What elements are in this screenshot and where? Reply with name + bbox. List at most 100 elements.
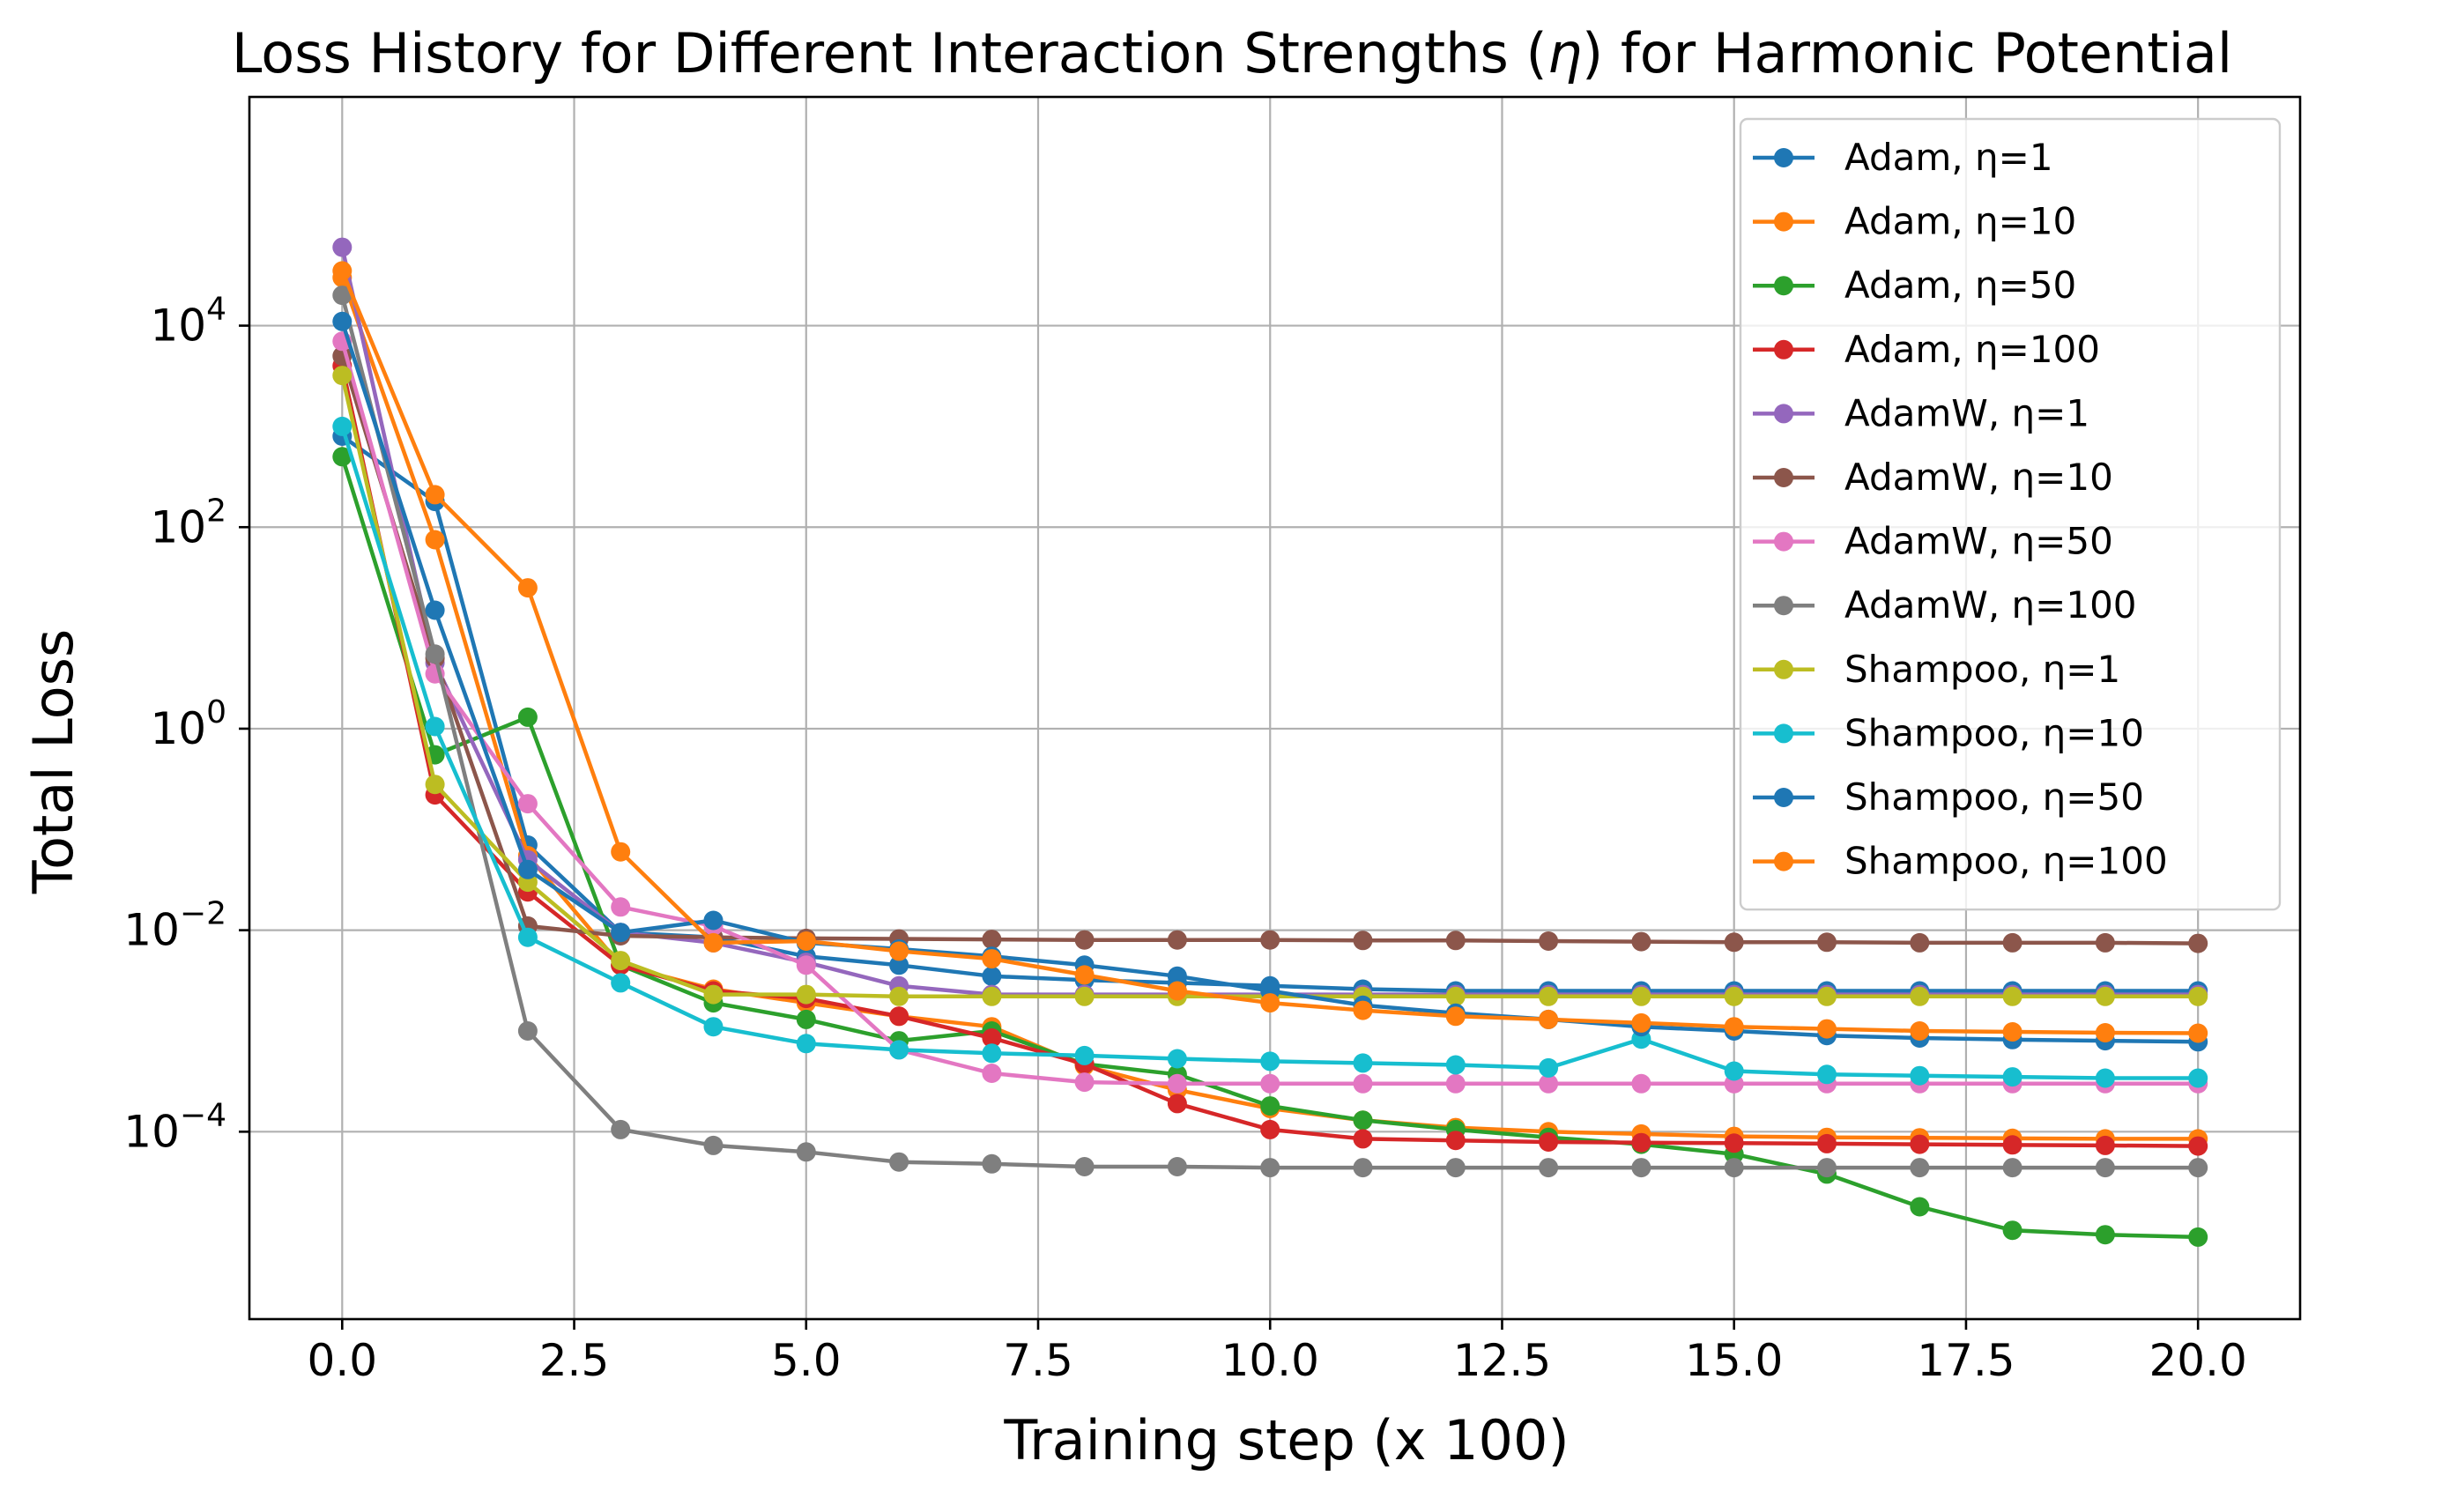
data-point <box>2002 1220 2022 1241</box>
x-tick-label: 7.5 <box>1003 1335 1073 1386</box>
series-9 <box>332 416 2208 1088</box>
data-point <box>1631 931 1651 952</box>
data-point <box>1539 1073 1559 1094</box>
data-point <box>1910 1158 1930 1178</box>
data-point <box>982 1043 1002 1064</box>
data-point <box>982 930 1002 950</box>
data-point <box>1167 1049 1187 1069</box>
data-point <box>332 416 353 436</box>
series-7 <box>332 286 2208 1178</box>
data-point <box>425 775 445 795</box>
legend: Adam, η=1 Adam, η=10 Adam, η=50 Adam, η=100… <box>1739 117 2282 911</box>
data-point <box>1353 1158 1373 1178</box>
data-point <box>1353 1110 1373 1131</box>
plot-frame <box>248 95 2302 1321</box>
legend-label: AdamW, η=100 <box>1844 583 2137 627</box>
x-tick-label: 20.0 <box>2149 1335 2247 1386</box>
legend-label: Adam, η=1 <box>1844 136 2053 179</box>
legend-label: Shampoo, η=10 <box>1844 711 2144 754</box>
data-point <box>2188 1136 2208 1156</box>
data-point <box>1260 1051 1280 1072</box>
data-point <box>1724 1158 1744 1178</box>
data-point <box>1167 1073 1187 1094</box>
data-point <box>611 1119 631 1139</box>
data-point <box>1631 986 1651 1006</box>
y-tick-label: 104 <box>150 292 226 352</box>
y-tick-label: 100 <box>150 694 226 754</box>
data-point <box>1260 930 1280 950</box>
data-point <box>889 1040 909 1060</box>
data-point <box>2095 1023 2115 1042</box>
data-point <box>425 530 445 550</box>
data-point <box>425 600 445 620</box>
data-point <box>1910 1134 1930 1154</box>
series-11 <box>332 261 2208 1043</box>
data-point <box>1817 1064 1837 1085</box>
data-point <box>2188 1158 2208 1178</box>
data-point <box>332 286 353 306</box>
data-point <box>1724 932 1744 953</box>
data-point <box>1260 1158 1280 1178</box>
data-point <box>1631 1073 1651 1094</box>
data-point <box>2095 932 2115 953</box>
legend-entry: AdamW, η=100 <box>1753 583 2137 627</box>
x-tick-label: 12.5 <box>1453 1335 1551 1386</box>
y-tick-label: 10−2 <box>123 896 226 956</box>
data-point <box>2002 932 2022 953</box>
data-point <box>1539 1158 1559 1178</box>
legend-swatch-marker <box>1774 339 1793 360</box>
data-point <box>2188 933 2208 953</box>
data-point <box>517 1021 538 1041</box>
data-point <box>703 932 724 953</box>
data-point <box>796 955 816 975</box>
x-tick-label: 15.0 <box>1685 1335 1783 1386</box>
data-point <box>1817 1019 1837 1039</box>
data-point <box>1724 1061 1744 1081</box>
data-point <box>703 1017 724 1037</box>
plot-series <box>332 237 2208 1247</box>
data-point <box>1817 1133 1837 1153</box>
legend-swatch-marker <box>1774 276 1793 296</box>
x-axis-ticks: 0.0 2.5 5.0 7.5 10.0 12.5 15.0 17.5 20.0 <box>308 1319 2247 1386</box>
data-point <box>1074 1045 1095 1065</box>
data-point <box>1445 986 1466 1006</box>
data-point <box>1074 965 1095 985</box>
legend-entry: Shampoo, η=1 <box>1753 648 2120 691</box>
legend-entry: AdamW, η=10 <box>1753 456 2113 499</box>
legend-label: Adam, η=50 <box>1844 263 2076 307</box>
data-point <box>1167 981 1187 1001</box>
data-point <box>517 707 538 727</box>
data-point <box>2095 986 2115 1006</box>
data-point <box>982 1064 1002 1083</box>
data-point <box>611 923 631 943</box>
data-point <box>1353 931 1373 951</box>
data-point <box>1631 1012 1651 1033</box>
legend-swatch-marker <box>1774 148 1793 167</box>
data-point <box>1631 1132 1651 1153</box>
data-point <box>1445 931 1466 951</box>
legend-entry: Shampoo, η=10 <box>1753 711 2144 754</box>
data-point <box>1817 986 1837 1006</box>
data-point <box>425 485 445 505</box>
data-point <box>796 1034 816 1054</box>
data-point <box>1817 932 1837 953</box>
data-point <box>1910 1197 1930 1217</box>
data-point <box>1445 1073 1466 1094</box>
legend-entry: Shampoo, η=100 <box>1753 840 2168 883</box>
data-point <box>611 897 631 917</box>
data-point <box>796 931 816 951</box>
data-point <box>517 927 538 947</box>
data-point <box>1445 1131 1466 1151</box>
data-point <box>1539 986 1559 1006</box>
legend-entry: Adam, η=10 <box>1753 200 2076 243</box>
data-point <box>1631 1158 1651 1178</box>
data-point <box>2095 1068 2115 1088</box>
data-point <box>332 366 353 386</box>
data-point <box>1539 1009 1559 1029</box>
data-point <box>1074 1072 1095 1093</box>
x-tick-label: 2.5 <box>539 1335 610 1386</box>
data-point <box>1353 1073 1373 1094</box>
data-point <box>1167 1094 1187 1114</box>
legend-label: AdamW, η=50 <box>1844 520 2113 563</box>
